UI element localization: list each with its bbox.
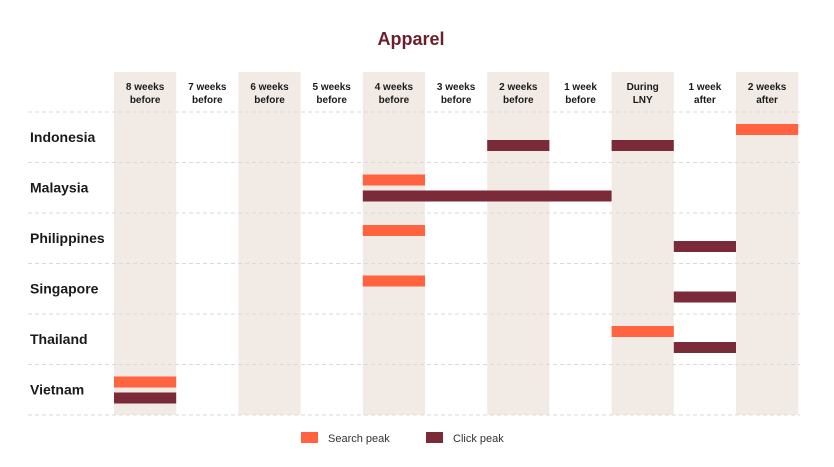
column-label-line1: 1 week [564, 82, 597, 93]
column-shade [487, 72, 550, 415]
column-labels: 8 weeks before 7 weeks before 6 weeks before 5… [126, 82, 787, 106]
column-label-line1: 7 weeks [188, 82, 227, 93]
search-peak-bar [611, 326, 674, 337]
column-label-line2: before [565, 95, 596, 106]
row-label: Malaysia [30, 180, 89, 196]
column-label-line2: before [379, 95, 410, 106]
column-shade [611, 72, 674, 415]
column-label-line1: 4 weeks [375, 82, 414, 93]
row-label: Philippines [30, 230, 105, 246]
click-peak-bar [673, 291, 736, 303]
search-legend-swatch [301, 432, 318, 443]
click-peak-bar [362, 190, 612, 202]
search-legend-label: Search peak [328, 433, 390, 445]
peak-bars [114, 124, 799, 404]
search-peak-bar [362, 225, 425, 236]
column-label-line1: 1 week [688, 82, 721, 93]
chart-title: Apparel [377, 29, 444, 49]
column-label-line2: before [130, 95, 161, 106]
column-label-line2: before [316, 95, 347, 106]
click-peak-bar [673, 241, 736, 252]
column-label-line1: 5 weeks [313, 82, 352, 93]
click-legend-swatch [426, 432, 443, 443]
click-peak-bar [673, 342, 736, 353]
search-peak-bar [736, 124, 799, 135]
column-label-line1: During [627, 82, 659, 93]
row-label: Vietnam [30, 382, 84, 398]
click-peak-bar [487, 140, 550, 151]
column-label-line1: 2 weeks [748, 82, 787, 93]
click-peak-bar [114, 392, 177, 404]
search-peak-bar [362, 275, 425, 287]
column-label-line2: after [694, 95, 716, 106]
search-peak-bar [114, 376, 177, 388]
column-label-line1: 6 weeks [250, 82, 289, 93]
column-shade [362, 72, 425, 415]
column-label-line2: before [503, 95, 534, 106]
column-label-line1: 3 weeks [437, 82, 476, 93]
row-gridlines [28, 111, 800, 416]
column-label-line2: after [756, 95, 778, 106]
legend: Search peak Click peak [301, 432, 504, 445]
column-label-line2: before [441, 95, 472, 106]
row-labels: Indonesia Malaysia Philippines Singapore Tha… [30, 129, 105, 398]
search-peak-bar [362, 174, 425, 186]
row-label: Indonesia [30, 129, 96, 145]
column-shade [238, 72, 301, 415]
column-label-line1: 8 weeks [126, 82, 165, 93]
column-label-line1: 2 weeks [499, 82, 538, 93]
click-peak-bar [611, 140, 674, 151]
row-label: Singapore [30, 281, 99, 297]
column-shading [114, 72, 799, 415]
column-label-line2: LNY [633, 95, 653, 106]
column-label-line2: before [254, 95, 285, 106]
click-legend-label: Click peak [453, 433, 504, 445]
column-label-line2: before [192, 95, 223, 106]
column-shade [114, 72, 177, 415]
column-shade [736, 72, 799, 415]
row-label: Thailand [30, 331, 88, 347]
